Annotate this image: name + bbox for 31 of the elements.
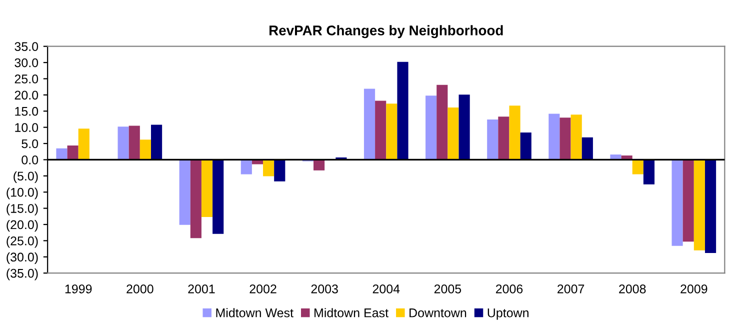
x-tick-label: 2007 [558,284,584,294]
y-tick-label: 25.0 [14,74,38,84]
legend-label: Downtown [410,308,466,318]
y-tick-label: 10.0 [15,123,38,132]
x-tick-label: 2008 [619,284,646,294]
y-tick-label: (20.0) [6,220,38,232]
x-tick-label: 2005 [434,284,462,294]
x-tick-label: 2002 [250,284,276,294]
x-tick-label: 2006 [496,284,523,294]
x-tick-label: 2000 [126,284,154,294]
x-tick-label: 2004 [372,284,400,294]
x-tick-label: 2009 [680,284,708,294]
chart-title: RevPAR Changes by Neighborhood [270,25,503,38]
y-tick-label: (30.0) [6,252,38,264]
y-tick-label: 0.0 [22,156,38,164]
legend-label: Uptown [488,308,528,320]
y-tick-label: 5.0 [22,139,38,148]
y-tick-label: (35.0) [6,268,38,280]
x-tick-label: 1999 [65,284,92,294]
y-tick-label: (5.0) [14,171,38,184]
y-tick-label: 20.0 [14,90,38,100]
y-tick-label: 35.0 [14,42,38,51]
y-tick-label: (15.0) [6,204,38,216]
x-tick-label: 2001 [188,284,215,294]
y-tick-label: (25.0) [6,236,38,248]
x-tick-label: 2003 [311,284,338,294]
y-tick-label: (10.0) [6,188,38,200]
y-tick-label: 15.0 [15,106,38,116]
legend-label: Midtown East [314,308,388,318]
y-tick-label: 30.0 [14,58,38,68]
legend-label: Midtown West [216,308,294,318]
